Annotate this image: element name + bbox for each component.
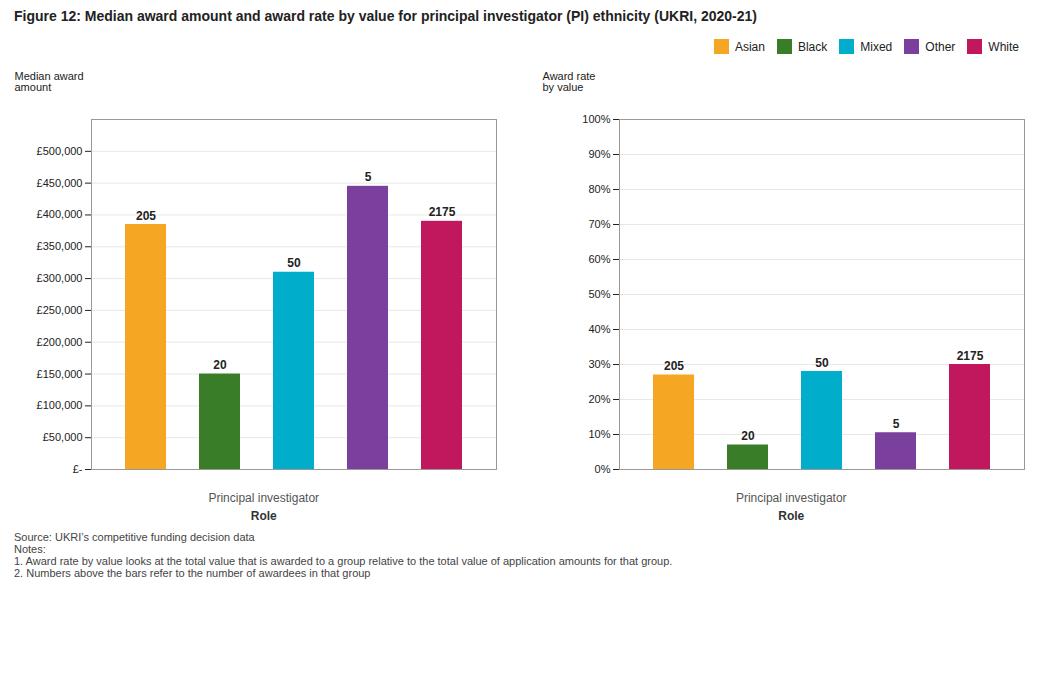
html-text:Role: Role bbox=[250, 509, 277, 523]
html-text:Black: Black bbox=[797, 39, 828, 54]
svg-text:10%: 10% bbox=[588, 428, 610, 440]
svg-text:5: 5 bbox=[892, 417, 899, 431]
svg-text:20: 20 bbox=[214, 358, 228, 372]
html-text:White: White bbox=[988, 39, 1019, 54]
svg-text:50: 50 bbox=[815, 356, 829, 370]
svg-text:£-: £- bbox=[73, 463, 83, 475]
svg-text:100%: 100% bbox=[582, 113, 610, 125]
svg-text:£300,000: £300,000 bbox=[37, 272, 83, 284]
svg-text:20%: 20% bbox=[588, 393, 610, 405]
html-text:Role: Role bbox=[778, 509, 805, 523]
svg-text:70%: 70% bbox=[588, 218, 610, 230]
svg-text:50: 50 bbox=[288, 256, 302, 270]
html-text:Figure 12: Median award amount: Figure 12: Median award amount and award… bbox=[14, 8, 757, 24]
svg-text:5: 5 bbox=[365, 170, 372, 184]
svg-text:2175: 2175 bbox=[956, 349, 983, 363]
svg-text:2175: 2175 bbox=[429, 205, 456, 219]
html-text:Principal investigator: Principal investigator bbox=[208, 491, 320, 505]
svg-text:£250,000: £250,000 bbox=[37, 304, 83, 316]
svg-text:£100,000: £100,000 bbox=[37, 399, 83, 411]
svg-text:40%: 40% bbox=[588, 323, 610, 335]
html-text:Asian: Asian bbox=[734, 39, 765, 54]
svg-text:20: 20 bbox=[741, 429, 755, 443]
html-text:Principal investigator: Principal investigator bbox=[735, 491, 847, 505]
svg-text:£50,000: £50,000 bbox=[43, 431, 83, 443]
svg-text:90%: 90% bbox=[588, 148, 610, 160]
html-text:Other: Other bbox=[925, 39, 956, 54]
svg-text:£400,000: £400,000 bbox=[37, 208, 83, 220]
svg-text:£350,000: £350,000 bbox=[37, 240, 83, 252]
svg-text:£500,000: £500,000 bbox=[37, 145, 83, 157]
svg-text:£450,000: £450,000 bbox=[37, 177, 83, 189]
svg-text:60%: 60% bbox=[588, 253, 610, 265]
svg-text:Award rateby value: Award rateby value bbox=[542, 70, 595, 93]
html-text:Source: UKRI’s competitive fun: Source: UKRI’s competitive funding decis… bbox=[14, 531, 673, 579]
svg-text:Median awardamount: Median awardamount bbox=[15, 70, 84, 93]
svg-text:£150,000: £150,000 bbox=[37, 368, 83, 380]
svg-text:£200,000: £200,000 bbox=[37, 336, 83, 348]
svg-text:30%: 30% bbox=[588, 358, 610, 370]
svg-text:205: 205 bbox=[136, 209, 156, 223]
svg-text:80%: 80% bbox=[588, 183, 610, 195]
html-text:Mixed: Mixed bbox=[860, 39, 893, 54]
svg-text:50%: 50% bbox=[588, 288, 610, 300]
svg-text:205: 205 bbox=[664, 359, 684, 373]
svg-text:0%: 0% bbox=[594, 463, 610, 475]
